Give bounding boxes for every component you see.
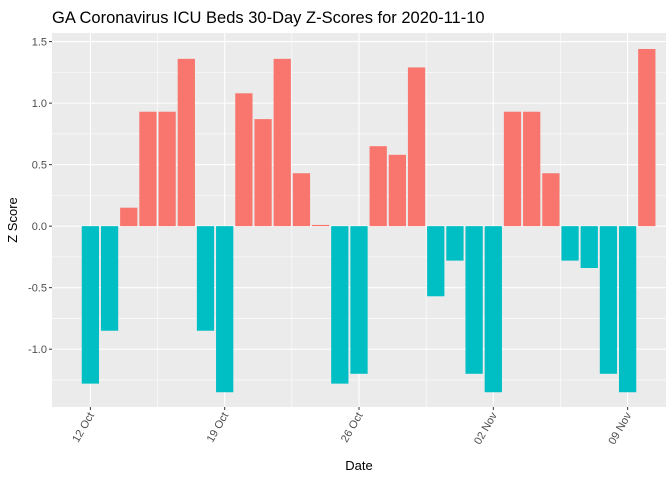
y-tick-label: 0.5 <box>32 160 47 172</box>
bar <box>292 173 311 227</box>
y-tick-label: 1.5 <box>32 37 47 49</box>
bar <box>235 93 253 227</box>
bar <box>216 226 234 393</box>
bar <box>100 226 119 331</box>
bar <box>599 226 618 374</box>
bar <box>523 111 541 227</box>
bar <box>638 48 656 227</box>
y-tick-label: 1.0 <box>32 98 47 110</box>
bar <box>427 226 445 297</box>
bar <box>254 119 272 227</box>
y-axis-label: Z Score <box>5 197 20 243</box>
bar <box>369 146 387 227</box>
x-axis: 12 Oct 19 Oct 26 Oct 02 Nov 09 Nov <box>70 407 634 447</box>
bar <box>273 58 291 227</box>
bar <box>177 58 195 227</box>
bar <box>465 226 483 374</box>
x-tick-label: 02 Nov <box>472 410 500 447</box>
bar <box>618 226 637 393</box>
bar <box>503 111 522 227</box>
x-tick-label: 26 Oct <box>339 411 366 445</box>
bars <box>81 48 656 393</box>
bar <box>580 226 598 268</box>
x-tick-label: 12 Oct <box>70 411 97 445</box>
chart-title: GA Coronavirus ICU Beds 30-Day Z-Scores … <box>52 9 485 27</box>
bar <box>446 226 464 261</box>
y-axis: -1.0 -0.5 0.0 0.5 1.0 1.5 <box>28 37 52 356</box>
bar <box>350 226 368 374</box>
bar <box>196 226 215 331</box>
bar <box>158 111 176 227</box>
bar <box>407 67 426 227</box>
x-axis-label: Date <box>345 458 372 473</box>
bar <box>311 224 330 227</box>
x-tick-label: 19 Oct <box>205 411 232 445</box>
y-tick-label: -0.5 <box>28 283 47 295</box>
bar <box>561 226 579 261</box>
bar <box>120 207 138 227</box>
bar <box>542 173 560 227</box>
y-tick-label: -1.0 <box>28 344 47 356</box>
bar <box>484 226 502 393</box>
bar <box>139 111 157 227</box>
bar <box>81 226 100 384</box>
bar <box>331 226 349 384</box>
x-tick-label: 09 Nov <box>606 410 634 447</box>
y-tick-label: 0.0 <box>32 221 47 233</box>
bar <box>388 154 407 227</box>
